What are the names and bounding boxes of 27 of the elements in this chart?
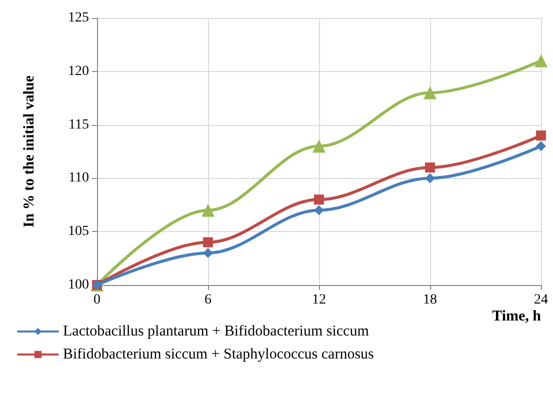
point [314, 205, 324, 216]
x-axis-title: Time, h [492, 308, 542, 324]
x-tick-label: 6 [204, 292, 212, 308]
x-tick-label: 12 [312, 292, 326, 308]
y-tick-label: 110 [68, 170, 89, 186]
point [314, 194, 324, 205]
point [425, 173, 435, 184]
y-tick-label: 125 [68, 10, 89, 26]
legend-label: Lactobacillus plantarum + Bifidobacterium siccum [63, 324, 370, 340]
y-tick-label: 120 [68, 64, 89, 79]
point [202, 204, 214, 217]
point [534, 54, 548, 68]
point [536, 130, 546, 140]
legend-label: Bifidobacterium siccum + Staphylococcus carnosus [63, 346, 374, 362]
point [203, 237, 213, 248]
point [424, 86, 436, 100]
y-tick-label: 115 [68, 117, 89, 132]
point [203, 248, 213, 258]
point [425, 162, 435, 173]
y-axis-title: In % to the initial value [22, 75, 38, 228]
y-tick-label: 100 [68, 278, 89, 292]
y-tick-label: 105 [68, 224, 89, 240]
point [312, 140, 326, 153]
x-tick-label: 18 [423, 292, 437, 308]
point [536, 141, 546, 152]
x-tick-label: 0 [94, 292, 100, 308]
x-tick-label: 24 [534, 292, 548, 308]
